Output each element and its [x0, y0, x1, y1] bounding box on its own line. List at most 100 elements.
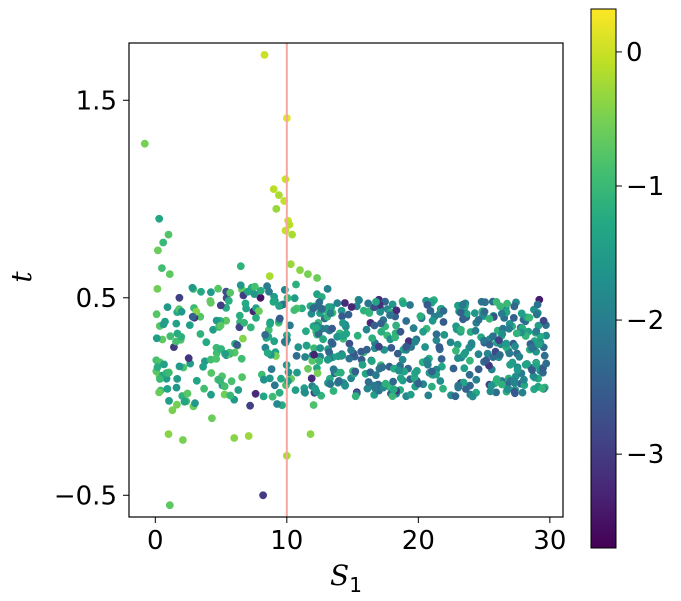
- data-point: [437, 355, 446, 363]
- data-point: [315, 298, 324, 307]
- data-point: [389, 385, 398, 394]
- data-point: [281, 175, 290, 184]
- data-point: [241, 299, 250, 308]
- data-point: [458, 300, 467, 309]
- data-point: [512, 329, 521, 338]
- data-point: [388, 300, 397, 309]
- data-point: [162, 374, 171, 383]
- data-point: [358, 361, 367, 369]
- data-point: [268, 392, 277, 401]
- data-point: [240, 318, 249, 327]
- data-point: [270, 381, 279, 390]
- data-point: [376, 308, 385, 316]
- data-point: [509, 314, 518, 322]
- data-point: [333, 332, 342, 341]
- data-point: [502, 339, 511, 348]
- data-point: [503, 385, 512, 394]
- data-point: [238, 373, 247, 381]
- data-point: [454, 354, 462, 362]
- data-point: [402, 342, 410, 351]
- data-point: [503, 299, 511, 308]
- data-point: [155, 214, 164, 223]
- data-point: [386, 311, 394, 319]
- x-tick-label: 10: [270, 526, 303, 556]
- data-point: [184, 354, 193, 363]
- data-point: [329, 365, 338, 374]
- data-point: [164, 230, 173, 239]
- data-point: [216, 301, 225, 310]
- data-point: [540, 351, 549, 360]
- data-point: [199, 362, 208, 371]
- data-point: [470, 309, 479, 317]
- data-point: [440, 331, 449, 339]
- data-point: [246, 401, 255, 410]
- y-tick-label: 0.5: [76, 284, 117, 314]
- data-point: [310, 344, 318, 353]
- data-point: [302, 341, 311, 350]
- data-point: [233, 341, 241, 349]
- data-point: [341, 299, 349, 307]
- data-point: [220, 382, 229, 391]
- data-point: [474, 350, 483, 359]
- data-point: [315, 357, 324, 365]
- data-point: [394, 366, 403, 375]
- data-point: [487, 381, 496, 390]
- data-point: [255, 307, 263, 315]
- data-point: [286, 321, 294, 330]
- data-point: [528, 366, 536, 374]
- data-point: [310, 350, 318, 359]
- data-point: [362, 325, 371, 334]
- data-point: [207, 369, 216, 377]
- x-axis-ticks: 0 10 20 30: [147, 517, 566, 556]
- data-point: [539, 316, 548, 325]
- data-point: [345, 354, 354, 363]
- data-point: [323, 285, 332, 293]
- data-point: [398, 355, 407, 364]
- data-point: [326, 309, 335, 318]
- data-point: [177, 333, 186, 341]
- data-point: [185, 321, 194, 329]
- data-point: [191, 399, 199, 408]
- data-point: [432, 330, 441, 339]
- data-point: [518, 388, 527, 397]
- data-point: [406, 301, 414, 309]
- data-point: [192, 376, 201, 385]
- data-point: [329, 387, 338, 395]
- data-point: [355, 296, 363, 305]
- data-point: [140, 139, 149, 148]
- data-point: [236, 281, 245, 290]
- data-point: [351, 367, 360, 376]
- data-point: [334, 377, 343, 386]
- data-point: [414, 379, 423, 388]
- data-point: [291, 386, 300, 394]
- data-point: [316, 344, 325, 352]
- data-point: [244, 432, 253, 440]
- data-point: [265, 272, 274, 280]
- data-point: [485, 314, 494, 323]
- data-point: [371, 384, 379, 392]
- data-point: [173, 400, 181, 409]
- data-point: [281, 226, 290, 235]
- data-point: [260, 375, 268, 384]
- data-point: [314, 330, 323, 338]
- data-point: [515, 352, 524, 361]
- data-point: [399, 299, 407, 308]
- data-point: [542, 359, 551, 368]
- data-point: [226, 288, 235, 297]
- colorbar-ticks: 0 −1 −2 −3: [616, 38, 664, 470]
- data-point: [309, 304, 318, 313]
- data-point: [152, 334, 161, 343]
- data-point: [468, 392, 477, 401]
- data-point: [333, 299, 342, 307]
- data-point: [230, 434, 239, 442]
- data-point: [393, 349, 402, 358]
- data-point: [292, 352, 301, 360]
- data-point: [435, 343, 444, 351]
- data-point: [353, 331, 362, 340]
- x-tick-label: 20: [402, 526, 435, 556]
- data-point: [163, 385, 172, 393]
- data-point: [497, 309, 506, 318]
- data-point: [489, 332, 497, 341]
- data-point: [323, 355, 332, 364]
- data-point: [325, 348, 333, 357]
